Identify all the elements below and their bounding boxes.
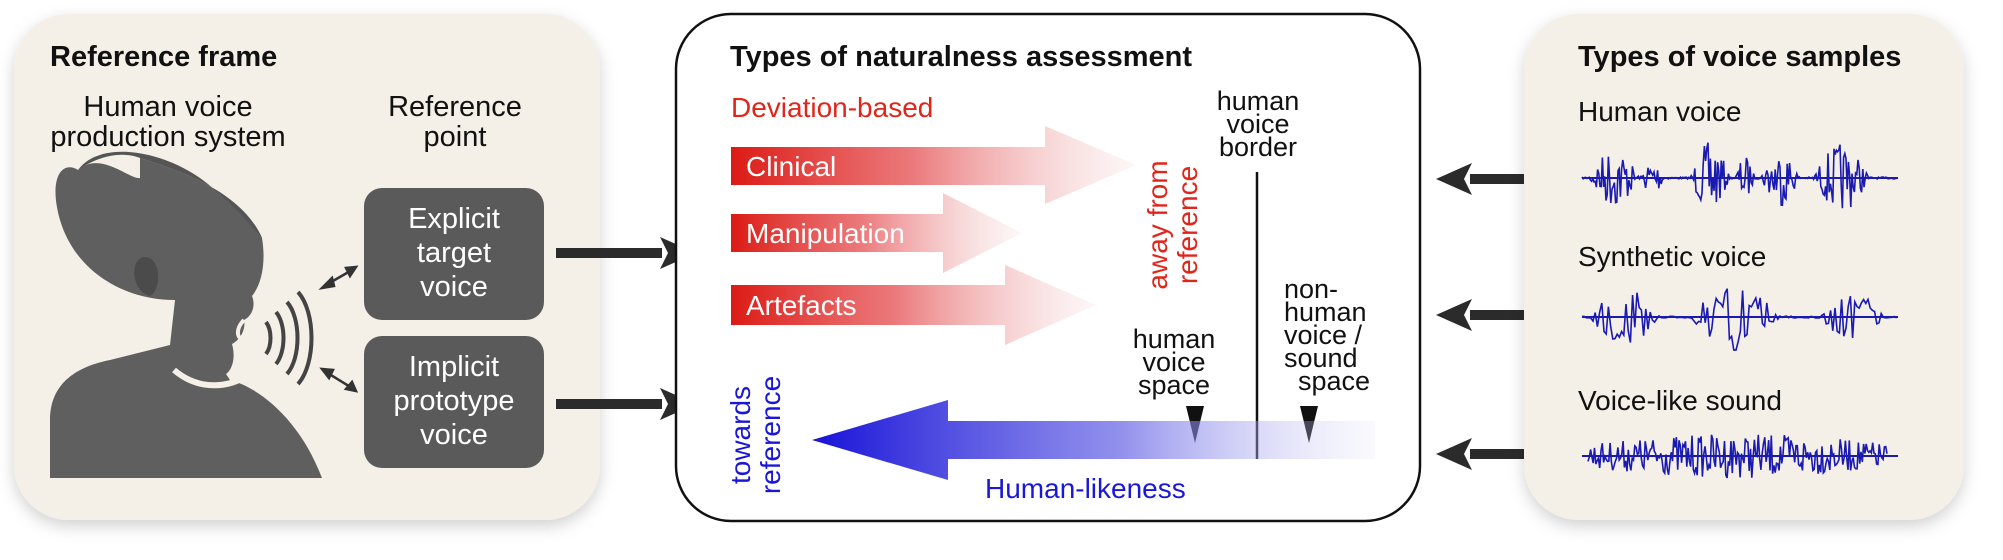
red-arrow-artefacts-label: Artefacts [746,290,856,321]
synthetic-voice-to-assessment-arrow [1436,299,1544,331]
system-label-line1: Human voice [83,91,252,123]
nonhuman-label-line1: non- [1284,274,1338,304]
sample-label-human-voice: Human voice [1578,96,1741,127]
red-arrow-manipulation-label: Manipulation [746,218,905,249]
nonhuman-label-line5: space [1298,366,1370,396]
sound-waves-icon [264,290,314,386]
red-arrow-manipulation: Manipulation [731,193,1022,273]
right-panel-background [1524,14,1964,520]
explicit-target-voice-box: Explicit target voice [364,188,544,320]
implicit-box-line1: Implicit [409,351,499,383]
human-voice-waveform [1581,142,1898,209]
head-to-implicit-double-arrow [319,367,359,393]
center-panel-background [674,12,1422,523]
head-to-explicit-double-arrow [318,265,359,290]
deviation-based-label: Deviation-based [731,92,933,123]
reference-frame-panel: Reference frame Human voice production s… [14,14,600,520]
towards-label-line2: reference [755,376,786,494]
implicit-box-line2: prototype [394,385,515,417]
reference-label-line1: Reference [388,91,522,123]
human-voice-to-assessment-arrow [1436,163,1544,195]
reference-label-line2: point [424,121,487,153]
implicit-box-line3: voice [420,419,488,451]
naturalness-assessment-panel: Types of naturalness assessment Deviatio… [674,12,1422,523]
nonhuman-label-line4: sound [1284,343,1358,373]
synthetic-voice-waveform [1582,288,1898,351]
red-arrow-artefacts: Artefacts [731,265,1096,345]
red-arrow-clinical-label: Clinical [746,151,836,182]
border-label-line3: border [1219,132,1297,162]
human-space-label-line3: space [1138,370,1210,400]
red-arrow-clinical: Clinical [731,126,1136,204]
voice-like-sound-to-assessment-arrow [1436,438,1544,470]
reference-frame-title: Reference frame [50,41,277,73]
human-head-icon [50,151,322,478]
explicit-box-line3: voice [420,271,488,303]
border-label-line2: voice [1226,109,1289,139]
human-likeness-blue-arrow [812,400,1375,480]
away-from-label-line2: reference [1172,166,1203,284]
voice-samples-title: Types of voice samples [1578,41,1901,73]
human-space-label-line2: voice [1142,347,1205,377]
explicit-box-line2: target [417,237,491,269]
system-label-line2: production system [50,121,285,153]
voice-samples-panel: Types of voice samples Human voice Synth… [1524,14,1964,520]
voice-like-sound-waveform [1582,434,1898,479]
human-space-label-line1: human [1133,324,1216,354]
away-from-label-line1: away from [1142,160,1173,289]
sample-label-voice-like-sound: Voice-like sound [1578,385,1782,416]
human-likeness-label: Human-likeness [985,473,1186,504]
border-label-line1: human [1217,86,1300,116]
sample-label-synthetic-voice: Synthetic voice [1578,241,1766,272]
implicit-prototype-voice-box: Implicit prototype voice [364,336,544,468]
assessment-title: Types of naturalness assessment [730,41,1192,73]
nonhuman-label-line2: human [1284,297,1367,327]
explicit-box-line1: Explicit [408,203,500,235]
towards-label-line1: towards [725,386,756,484]
nonhuman-label-line3: voice / [1284,320,1363,350]
